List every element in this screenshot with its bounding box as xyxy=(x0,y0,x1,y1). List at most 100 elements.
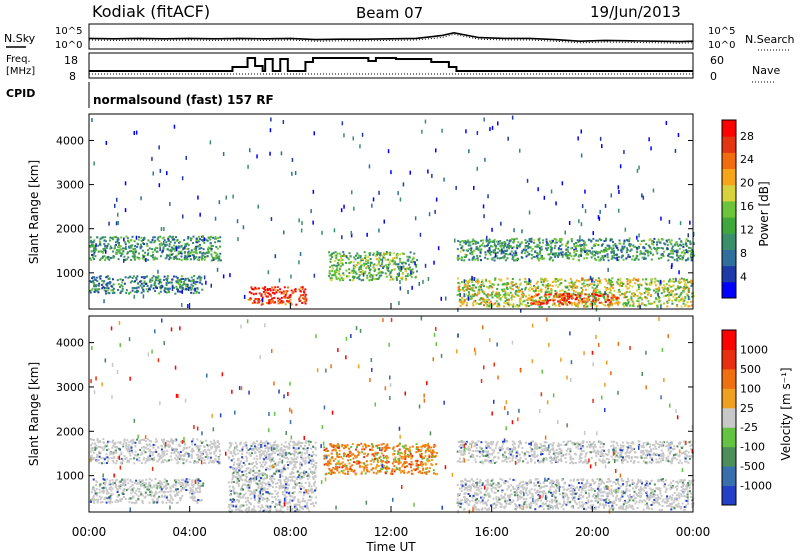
echo-cell xyxy=(102,282,105,285)
echo-cell xyxy=(461,288,464,291)
echo-cell xyxy=(91,458,94,461)
echo-cell xyxy=(130,458,133,460)
echo-cell xyxy=(270,300,273,303)
echo-cell xyxy=(599,209,601,214)
echo-cell xyxy=(302,294,305,296)
echo-cell xyxy=(528,239,531,242)
echo-cell xyxy=(129,479,132,482)
echo-cell xyxy=(183,280,186,283)
echo-cell xyxy=(214,256,217,259)
echo-cell xyxy=(298,509,301,512)
echo-cell xyxy=(258,479,261,482)
echo-cell xyxy=(297,440,300,443)
echo-cell xyxy=(131,451,134,454)
echo-cell xyxy=(276,444,279,447)
echo-cell xyxy=(406,272,409,275)
echo-cell xyxy=(92,496,95,499)
echo-cell xyxy=(685,249,688,252)
echo-cell xyxy=(148,439,151,442)
echo-cell xyxy=(141,480,144,483)
echo-cell xyxy=(236,499,239,501)
echo-cell xyxy=(543,257,545,260)
echo-cell xyxy=(271,486,274,488)
echo-cell xyxy=(635,278,637,281)
echo-cell xyxy=(141,249,144,252)
echo-cell xyxy=(165,291,168,294)
echo-cell xyxy=(98,288,101,291)
echo-cell xyxy=(667,280,670,283)
echo-cell xyxy=(612,244,615,247)
echo-cell xyxy=(156,247,159,250)
echo-cell xyxy=(168,440,171,443)
echo-cell xyxy=(671,252,674,255)
echo-cell xyxy=(621,285,624,287)
echo-cell xyxy=(118,244,120,247)
echo-cell xyxy=(494,278,497,281)
echo-cell xyxy=(144,486,147,489)
echo-cell xyxy=(549,240,551,243)
echo-cell xyxy=(681,297,684,300)
echo-cell xyxy=(171,278,174,281)
echo-cell xyxy=(540,296,543,299)
echo-cell xyxy=(112,287,115,290)
echo-cell xyxy=(604,203,607,208)
echo-cell xyxy=(257,204,259,209)
echo-cell xyxy=(271,458,274,461)
echo-cell xyxy=(98,461,101,464)
echo-cell xyxy=(611,293,614,296)
echo-cell xyxy=(468,241,471,244)
echo-cell xyxy=(496,296,499,299)
echo-cell xyxy=(672,295,675,298)
echo-cell xyxy=(616,256,618,261)
echo-cell xyxy=(163,446,166,449)
echo-cell xyxy=(287,296,290,299)
echo-cell xyxy=(162,487,165,490)
echo-cell xyxy=(196,438,199,441)
freq-rtick-lo: 0 xyxy=(710,70,717,83)
echo-cell xyxy=(554,280,557,282)
echo-cell xyxy=(142,255,145,258)
echo-cell xyxy=(159,290,162,293)
echo-cell xyxy=(623,239,626,242)
echo-cell xyxy=(128,444,131,447)
echo-cell xyxy=(337,263,340,266)
echo-cell xyxy=(616,296,619,299)
echo-cell xyxy=(588,283,591,286)
echo-cell xyxy=(92,281,95,284)
echo-cell xyxy=(554,241,557,244)
echo-cell xyxy=(428,212,431,217)
echo-cell xyxy=(238,494,241,497)
echo-cell xyxy=(381,265,384,268)
echo-cell xyxy=(198,484,201,487)
echo-cell xyxy=(511,238,513,241)
echo-cell xyxy=(593,292,596,295)
echo-cell xyxy=(97,244,100,247)
echo-cell xyxy=(229,444,232,447)
freq-left-label-2: [MHz] xyxy=(6,66,35,77)
echo-cell xyxy=(131,481,134,484)
echo-cell xyxy=(368,164,371,169)
echo-cell xyxy=(203,458,206,461)
echo-cell xyxy=(530,295,533,298)
echo-cell xyxy=(132,248,135,251)
echo-cell xyxy=(154,290,157,292)
echo-cell xyxy=(674,148,677,153)
echo-cell xyxy=(167,239,170,242)
echo-cell xyxy=(610,193,612,198)
echo-cell xyxy=(369,258,372,260)
echo-cell xyxy=(342,251,345,254)
echo-cell xyxy=(550,289,553,292)
echo-cell xyxy=(534,286,537,289)
echo-cell xyxy=(502,252,505,254)
echo-cell xyxy=(491,245,494,248)
echo-cell xyxy=(275,289,277,292)
echo-cell xyxy=(555,252,558,255)
echo-cell xyxy=(118,246,121,249)
echo-cell xyxy=(143,449,145,452)
echo-cell xyxy=(577,296,579,299)
echo-cell xyxy=(293,480,296,483)
echo-cell xyxy=(143,438,146,441)
echo-cell xyxy=(339,274,342,277)
echo-cell xyxy=(266,302,269,305)
echo-cell xyxy=(143,280,146,283)
